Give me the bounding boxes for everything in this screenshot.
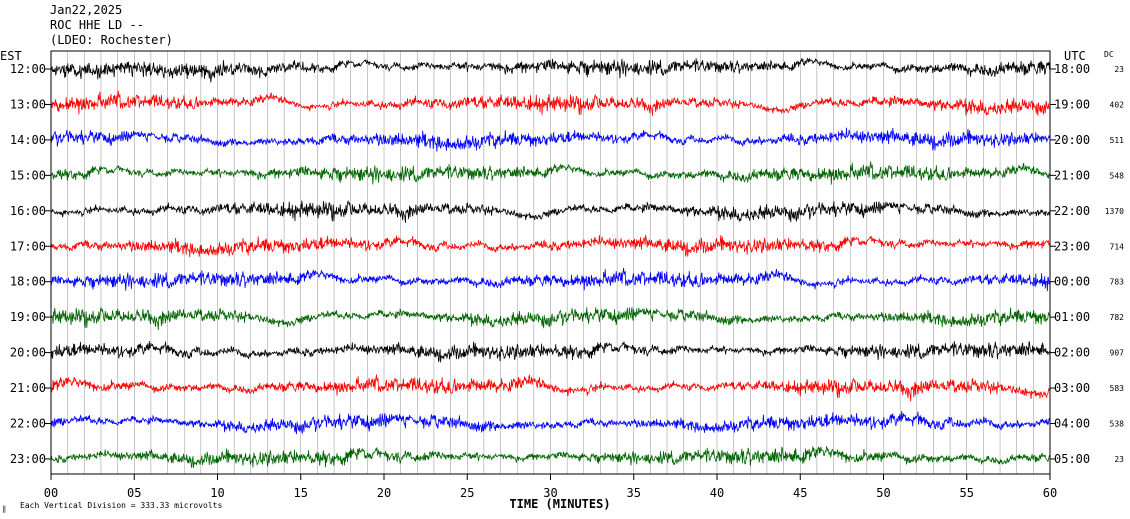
dc-row-value: 402 (1110, 100, 1125, 109)
est-row-label: 14:00 (10, 133, 46, 147)
dc-row-value: 1370 (1105, 207, 1124, 216)
dc-row-value: 714 (1110, 242, 1125, 251)
est-row-label: 22:00 (10, 417, 46, 431)
utc-row-label: 01:00 (1054, 310, 1090, 324)
x-tick-label: 60 (1043, 486, 1057, 500)
utc-row-label: 03:00 (1054, 381, 1090, 395)
right-axis-title: UTC (1064, 49, 1086, 63)
x-axis-title: TIME (MINUTES) (509, 497, 610, 511)
x-tick-label: 55 (960, 486, 974, 500)
dc-row-value: 907 (1110, 349, 1125, 358)
est-row-label: 18:00 (10, 275, 46, 289)
utc-row-label: 18:00 (1054, 62, 1090, 76)
est-row-label: 16:00 (10, 204, 46, 218)
utc-row-label: 20:00 (1054, 133, 1090, 147)
x-tick-label: 30 (543, 486, 557, 500)
dc-row-value: 538 (1110, 420, 1125, 429)
est-row-label: 12:00 (10, 62, 46, 76)
est-row-label: 19:00 (10, 310, 46, 324)
x-tick-label: 50 (876, 486, 890, 500)
x-tick-label: 05 (127, 486, 141, 500)
est-row-label: 23:00 (10, 452, 46, 466)
axis-labels: 00 05 10 15 20 25 30 35 40 45 50 55 60 EST UTC DC TIME (… (0, 49, 1124, 513)
est-row-label: 17:00 (10, 239, 46, 253)
dc-title: DC (1104, 50, 1114, 59)
est-row-label: 15:00 (10, 168, 46, 182)
utc-row-label: 02:00 (1054, 346, 1090, 360)
utc-row-label: 04:00 (1054, 417, 1090, 431)
utc-row-label: 23:00 (1054, 239, 1090, 253)
dc-row-value: 783 (1110, 278, 1125, 287)
dc-row-value: 23 (1114, 455, 1124, 464)
dc-row-value: 782 (1110, 313, 1125, 322)
x-tick-label: 15 (294, 486, 308, 500)
est-row-label: 21:00 (10, 381, 46, 395)
x-tick-label: 10 (210, 486, 224, 500)
header-network: (LDEO: Rochester) (50, 33, 173, 47)
header-date: Jan22,2025 (50, 3, 123, 17)
scale-note: Each Vertical Division = 333.33 microvol… (20, 501, 222, 510)
plot-frame (45, 50, 1056, 480)
x-tick-label: 20 (377, 486, 391, 500)
utc-row-label: 22:00 (1054, 204, 1090, 218)
x-tick-label: 40 (710, 486, 724, 500)
utc-row-label: 05:00 (1054, 452, 1090, 466)
utc-row-label: 21:00 (1054, 168, 1090, 182)
x-tick-label: 35 (627, 486, 641, 500)
x-tick-label: 00 (44, 486, 58, 500)
dc-row-value: 583 (1110, 384, 1125, 393)
dc-row-value: 23 (1114, 65, 1124, 74)
est-row-label: 13:00 (10, 97, 46, 111)
left-axis-title: EST (0, 49, 22, 63)
x-tick-label: 45 (793, 486, 807, 500)
dc-row-value: 511 (1110, 136, 1125, 145)
header-station: ROC HHE LD -- (50, 18, 144, 32)
est-row-label: 20:00 (10, 346, 46, 360)
x-tick-label: 25 (460, 486, 474, 500)
utc-row-label: 00:00 (1054, 275, 1090, 289)
utc-row-label: 19:00 (1054, 97, 1090, 111)
dc-row-value: 548 (1110, 171, 1125, 180)
corner-mark: ‖ (2, 505, 6, 513)
